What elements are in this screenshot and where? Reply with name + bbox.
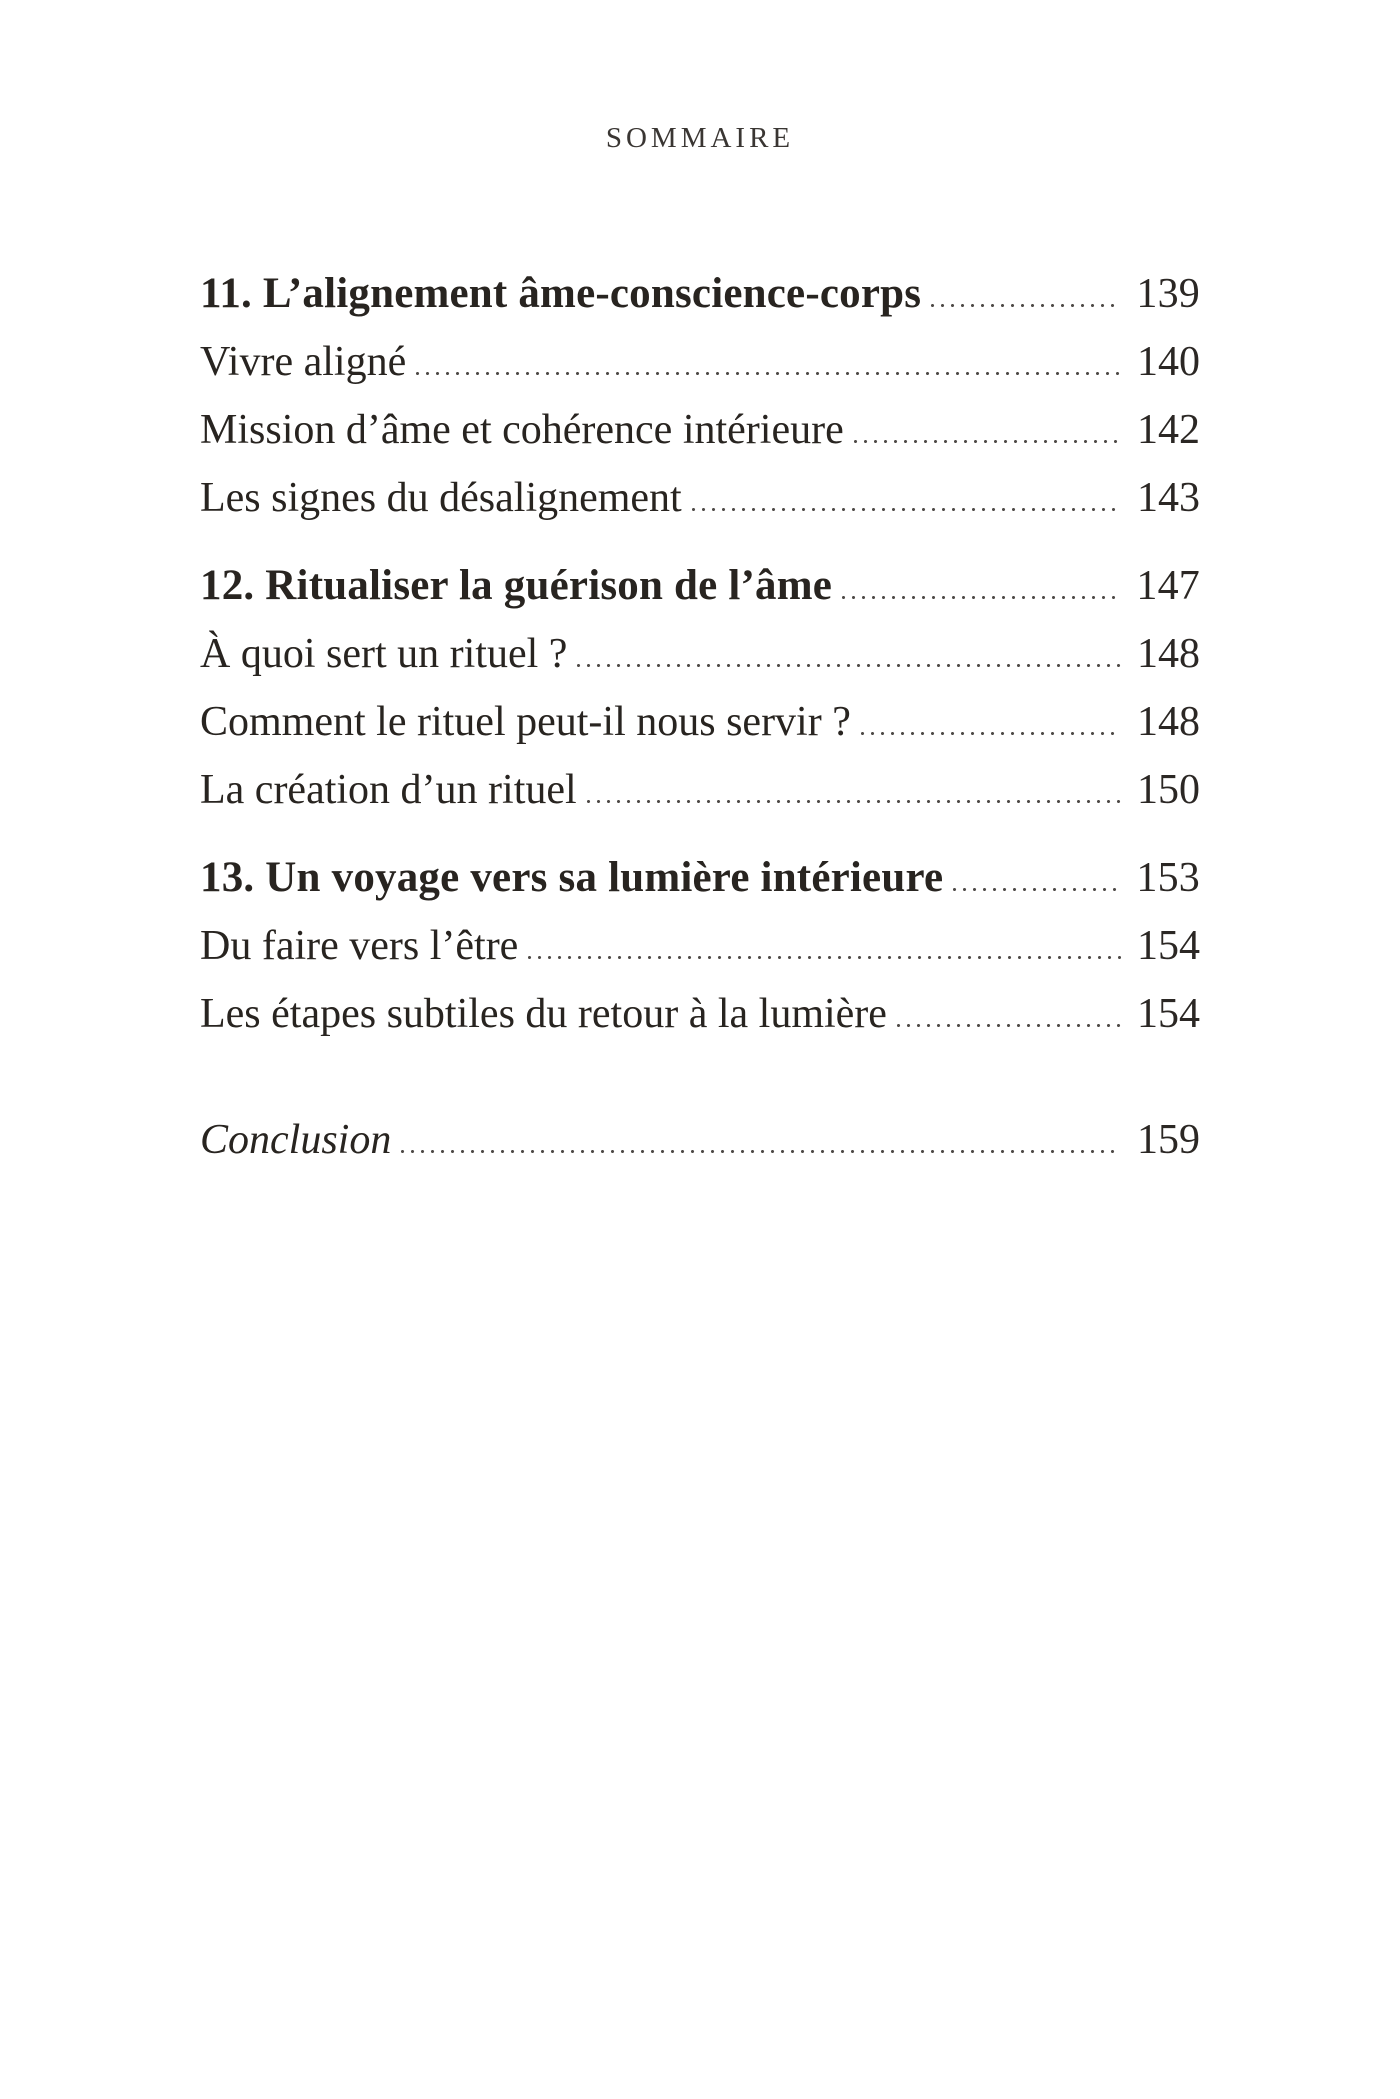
toc-page-number: 154: [1137, 923, 1200, 969]
dot-leader: [577, 664, 1121, 667]
dot-leader: [416, 372, 1121, 375]
toc-row: Les étapes subtiles du retour à la lumiè…: [200, 980, 1200, 1048]
toc-row: Mission d’âme et cohérence intérieure 14…: [200, 396, 1200, 464]
toc-entry-label: Les étapes subtiles du retour à la lumiè…: [200, 991, 887, 1037]
toc-entry-label: Mission d’âme et cohérence intérieure: [200, 407, 844, 453]
table-of-contents: 11. L’alignement âme-conscience-corps 13…: [200, 260, 1200, 1174]
toc-entry-label: Les signes du désalignement: [200, 475, 682, 521]
toc-page-number: 154: [1137, 991, 1200, 1037]
dot-leader: [931, 304, 1121, 307]
toc-row: La création d’un rituel 150: [200, 756, 1200, 824]
page-title: SOMMAIRE: [605, 122, 795, 154]
toc-page-number: 150: [1137, 767, 1200, 813]
toc-page-number: 153: [1136, 855, 1200, 901]
dot-leader: [842, 596, 1121, 599]
toc-page-number: 143: [1137, 475, 1200, 521]
toc-entry-label: Vivre aligné: [200, 339, 407, 385]
toc-entry-label: La création d’un rituel: [200, 767, 577, 813]
toc-page-number: 142: [1137, 407, 1200, 453]
toc-entry-label: 13. Un voyage vers sa lumière intérieure: [200, 854, 944, 901]
toc-page-number: 159: [1137, 1117, 1200, 1163]
toc-entry-label: Conclusion: [200, 1117, 392, 1163]
dot-leader: [401, 1150, 1121, 1153]
toc-row: Comment le rituel peut-il nous servir ? …: [200, 688, 1200, 756]
dot-leader: [853, 440, 1121, 443]
toc-row: À quoi sert un rituel ? 148: [200, 620, 1200, 688]
toc-entry-label: 12. Ritualiser la guérison de l’âme: [200, 562, 833, 609]
toc-row-chapter-12: 12. Ritualiser la guérison de l’âme 147: [200, 552, 1200, 620]
toc-row-chapter-11: 11. L’alignement âme-conscience-corps 13…: [200, 260, 1200, 328]
toc-page-number: 140: [1137, 339, 1200, 385]
toc-row: Vivre aligné 140: [200, 328, 1200, 396]
toc-page-number: 148: [1137, 699, 1200, 745]
dot-leader: [528, 956, 1121, 959]
toc-entry-label: Du faire vers l’être: [200, 923, 519, 969]
dot-leader: [860, 732, 1121, 735]
dot-leader: [691, 508, 1121, 511]
toc-entry-label: 11. L’alignement âme-conscience-corps: [200, 270, 922, 317]
toc-entry-label: À quoi sert un rituel ?: [200, 631, 568, 677]
dot-leader: [953, 888, 1121, 891]
toc-page: SOMMAIRE 11. L’alignement âme-conscience…: [200, 0, 1200, 1174]
dot-leader: [896, 1024, 1121, 1027]
toc-page-number: 148: [1137, 631, 1200, 677]
toc-row-chapter-13: 13. Un voyage vers sa lumière intérieure…: [200, 844, 1200, 912]
toc-row-conclusion: Conclusion 159: [200, 1106, 1200, 1174]
toc-row: Les signes du désalignement 143: [200, 464, 1200, 532]
toc-page-number: 147: [1136, 563, 1200, 609]
toc-page-number: 139: [1136, 271, 1200, 317]
dot-leader: [586, 800, 1121, 803]
toc-entry-label: Comment le rituel peut-il nous servir ?: [200, 699, 851, 745]
toc-row: Du faire vers l’être 154: [200, 912, 1200, 980]
